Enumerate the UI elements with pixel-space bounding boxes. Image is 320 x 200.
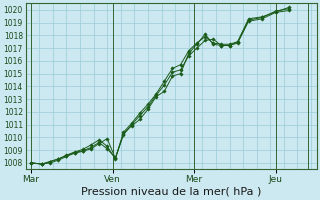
X-axis label: Pression niveau de la mer( hPa ): Pression niveau de la mer( hPa ) xyxy=(81,187,261,197)
